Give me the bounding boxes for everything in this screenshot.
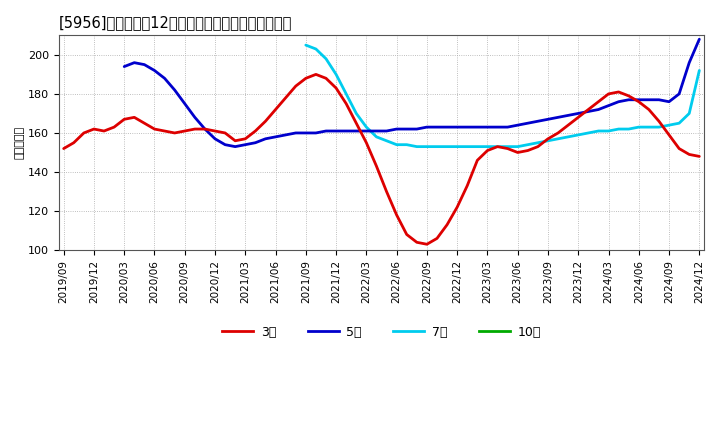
5年 — [695, 37, 703, 42]
7年 — [382, 138, 391, 143]
3年 — [382, 189, 391, 194]
3年 — [140, 121, 149, 126]
5年 — [675, 91, 683, 96]
7年 — [685, 111, 693, 116]
Y-axis label: （百万円）: （百万円） — [15, 126, 25, 159]
7年 — [372, 134, 381, 139]
7年 — [362, 125, 371, 130]
3年 — [483, 148, 492, 153]
7年 — [503, 144, 512, 149]
Line: 5年: 5年 — [125, 39, 699, 147]
7年 — [584, 130, 593, 136]
5年 — [614, 99, 623, 104]
3年 — [493, 144, 502, 149]
7年 — [513, 144, 522, 149]
7年 — [493, 144, 502, 149]
7年 — [574, 132, 582, 138]
7年 — [312, 46, 320, 51]
7年 — [352, 111, 361, 116]
7年 — [554, 136, 562, 141]
7年 — [443, 144, 451, 149]
7年 — [544, 138, 552, 143]
3年 — [59, 146, 68, 151]
7年 — [523, 142, 532, 147]
7年 — [463, 144, 472, 149]
7年 — [604, 128, 613, 134]
Line: 7年: 7年 — [306, 45, 699, 147]
7年 — [534, 140, 542, 145]
5年 — [120, 64, 129, 69]
7年 — [695, 68, 703, 73]
5年 — [271, 134, 280, 139]
7年 — [402, 142, 411, 147]
3年 — [312, 72, 320, 77]
7年 — [665, 122, 673, 128]
3年 — [332, 85, 341, 91]
3年 — [433, 236, 441, 241]
7年 — [624, 126, 633, 132]
7年 — [654, 125, 663, 130]
5年 — [261, 136, 270, 141]
7年 — [413, 144, 421, 149]
7年 — [594, 128, 603, 134]
7年 — [473, 144, 482, 149]
7年 — [675, 121, 683, 126]
Text: [5956]　経常利益12か月移動合計の標準偏差の推移: [5956] 経常利益12か月移動合計の標準偏差の推移 — [58, 15, 292, 30]
7年 — [392, 142, 401, 147]
7年 — [483, 144, 492, 149]
7年 — [423, 144, 431, 149]
7年 — [342, 91, 351, 96]
5年 — [231, 144, 240, 149]
7年 — [433, 144, 441, 149]
7年 — [634, 125, 643, 130]
5年 — [513, 122, 522, 128]
7年 — [614, 126, 623, 132]
7年 — [332, 72, 341, 77]
3年 — [423, 242, 431, 247]
7年 — [322, 56, 330, 62]
7年 — [644, 125, 653, 130]
Line: 3年: 3年 — [63, 74, 699, 244]
7年 — [564, 134, 572, 139]
Legend: 3年, 5年, 7年, 10年: 3年, 5年, 7年, 10年 — [217, 321, 546, 344]
7年 — [453, 144, 462, 149]
5年 — [554, 115, 562, 120]
7年 — [302, 42, 310, 48]
3年 — [695, 154, 703, 159]
